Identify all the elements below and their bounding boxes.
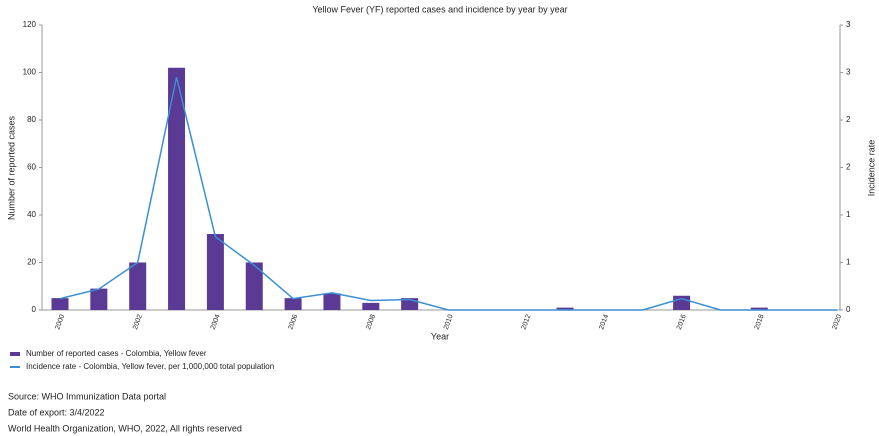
x-tick-label: 2004	[210, 314, 222, 331]
x-tick-label: 2020	[831, 314, 843, 331]
x-tick-label: 2006	[287, 314, 299, 331]
x-tick-label: 2002	[132, 314, 144, 331]
x-tick-label: 2012	[521, 314, 533, 331]
y-tick-label: 100	[23, 68, 37, 77]
x-tick-label: 2018	[754, 314, 766, 331]
x-tick-label: 2008	[365, 314, 377, 331]
bar	[245, 262, 263, 310]
y-tick-label: 60	[27, 163, 36, 172]
footer-text: World Health Organization, WHO, 2022, Al…	[8, 423, 242, 433]
legend-label: Number of reported cases - Colombia, Yel…	[26, 349, 207, 358]
bar	[323, 293, 341, 310]
footer-text: Date of export: 3/4/2022	[8, 407, 105, 417]
y2-tick-label: 1	[846, 258, 851, 267]
y-tick-label: 20	[27, 258, 36, 267]
y2-tick-label: 2	[846, 115, 851, 124]
y-tick-label: 80	[27, 115, 36, 124]
y-tick-label: 120	[23, 20, 37, 29]
line	[59, 77, 837, 311]
x-tick-label: 2016	[676, 314, 688, 331]
y2-tick-label: 1	[846, 210, 851, 219]
y-tick-label: 0	[32, 305, 37, 314]
x-tick-label: 2000	[54, 314, 66, 331]
bar	[750, 307, 768, 310]
y2-tick-label: 3	[846, 68, 851, 77]
bar	[362, 302, 380, 310]
y-axis-label: Number of reported cases	[6, 115, 16, 220]
x-tick-label: 2014	[598, 314, 610, 331]
y2-tick-label: 2	[846, 163, 851, 172]
bar	[51, 298, 69, 310]
y2-axis-label: Incidence rate	[866, 140, 876, 197]
bar	[206, 234, 224, 310]
bar	[401, 298, 419, 310]
bar	[284, 298, 302, 310]
bar	[90, 288, 108, 310]
bar	[129, 262, 147, 310]
chart-title: Yellow Fever (YF) reported cases and inc…	[312, 4, 567, 14]
bar	[556, 307, 574, 310]
x-tick-label: 2010	[443, 314, 455, 331]
y-tick-label: 40	[27, 210, 36, 219]
legend-swatch	[10, 352, 20, 356]
bar	[168, 67, 186, 310]
y2-tick-label: 3	[846, 20, 851, 29]
x-axis-label: Year	[431, 331, 449, 341]
y2-tick-label: 0	[846, 305, 851, 314]
footer-text: Source: WHO Immunization Data portal	[8, 391, 166, 401]
legend-label: Incidence rate - Colombia, Yellow fever,…	[26, 362, 274, 371]
